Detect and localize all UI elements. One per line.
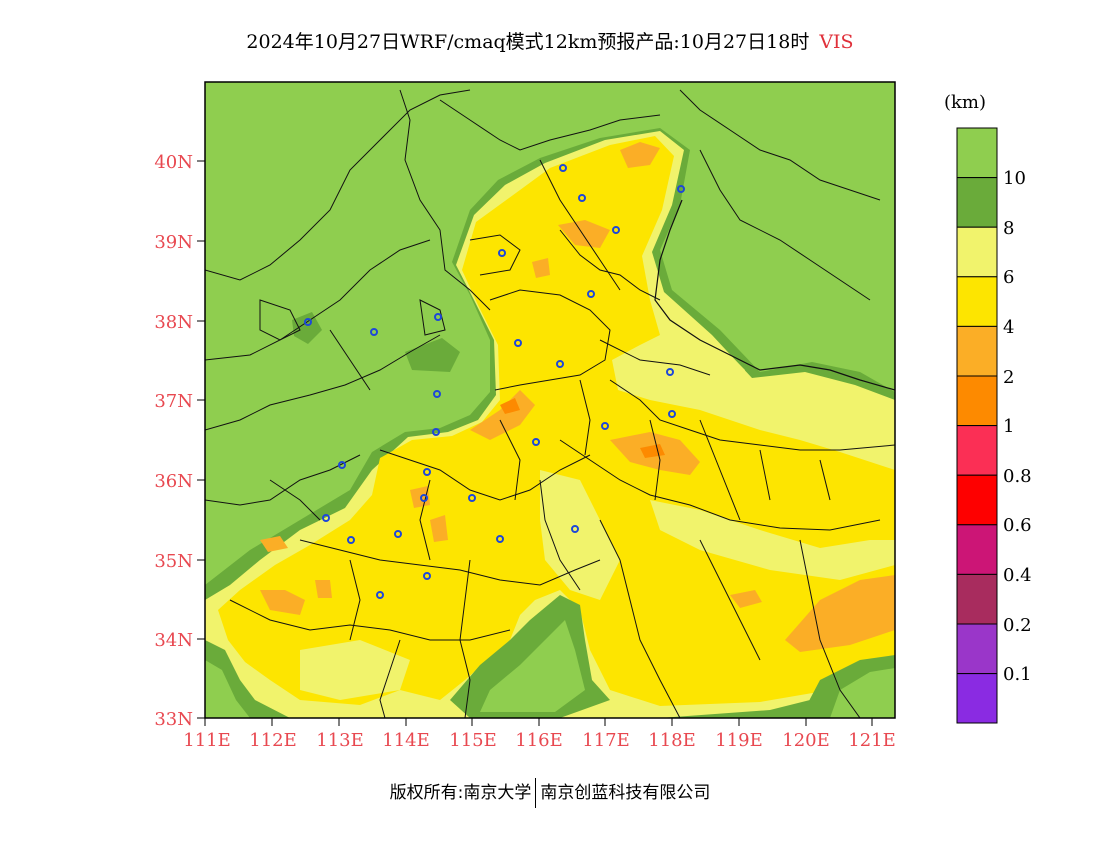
field-2-4-c [532, 258, 550, 278]
coastline [654, 199, 895, 391]
field-2-4-l [260, 536, 288, 552]
field-6-8-hole-c [680, 345, 745, 400]
colorbar-labels: 10 8 6 4 2 1 0.8 0.6 0.4 0.2 0.1 [1003, 168, 1032, 685]
stations [304, 164, 685, 599]
colorbar-swatch [956, 375, 998, 427]
colorbar-swatch [956, 673, 998, 724]
colorbar-swatch [956, 573, 998, 625]
lon-ticks [204, 718, 873, 726]
colorbar-label: 0.6 [1003, 515, 1032, 536]
colorbar-swatch [956, 474, 998, 526]
colorbar-swatch [956, 425, 998, 476]
lon-label: 117E [582, 730, 630, 751]
colorbar-swatch [956, 127, 998, 179]
lon-label: 114E [382, 730, 430, 751]
footer: 版权所有:南京大学 南京创蓝科技有限公司 [0, 778, 1100, 808]
field-gt10-south [480, 620, 585, 712]
field-2-4-k [730, 590, 762, 608]
colorbar-swatch [956, 524, 998, 575]
field-gt10-southeast [830, 668, 895, 718]
field-2-4-i [315, 580, 332, 598]
field-6-8-hole-d [770, 385, 830, 430]
field-2-4-j [785, 575, 895, 652]
lat-label: 37N [154, 391, 193, 412]
lon-label: 118E [648, 730, 696, 751]
copyright-text: 版权所有:南京大学 [389, 783, 532, 803]
colorbar-label: 4 [1003, 317, 1014, 338]
colorbar-label: 6 [1003, 267, 1014, 288]
lat-label: 40N [154, 152, 193, 173]
lat-label: 39N [154, 232, 193, 253]
field-6-8-hole-e [300, 640, 410, 700]
lon-label: 112E [249, 730, 297, 751]
field-2-4-a [620, 142, 660, 168]
colorbar-swatch [956, 226, 998, 278]
colorbar-label: 1 [1003, 416, 1014, 437]
colorbar-label: 2 [1003, 367, 1014, 388]
field-gt10-southwest [205, 660, 250, 718]
lat-label: 38N [154, 312, 193, 333]
lon-label: 120E [782, 730, 830, 751]
map-title: 2024年10月27日WRF/cmaq模式12km预报产品:10月27日18时 V… [0, 27, 1100, 54]
field-2-4-d [470, 390, 535, 440]
lat-labels: 40N 39N 38N 37N 36N 35N 34N 33N [154, 152, 193, 730]
colorbar-label: 0.4 [1003, 565, 1032, 586]
field-2-4-f [410, 486, 430, 508]
lat-label: 34N [154, 630, 193, 651]
title-main: 2024年10月27日WRF/cmaq模式12km预报产品:10月27日18时 [246, 31, 810, 53]
company-text: 南京创蓝科技有限公司 [540, 783, 711, 803]
colorbar-swatch [956, 325, 998, 377]
lon-label: 121E [848, 730, 896, 751]
field-6-8-hole-b [650, 500, 895, 580]
field-4-6 [218, 136, 895, 706]
field-2-4-h [260, 590, 305, 615]
lon-labels: 111E 112E 113E 114E 115E 116E 117E 118E … [183, 730, 896, 751]
field-8-10-west-b [405, 338, 460, 372]
colorbar-label: 0.1 [1003, 664, 1032, 685]
colorbar-label: 10 [1003, 168, 1026, 189]
field-6-8-hole-a [540, 470, 620, 600]
lat-label: 33N [154, 709, 193, 730]
lat-ticks [197, 160, 205, 719]
lat-label: 35N [154, 551, 193, 572]
colorbar [956, 127, 998, 724]
field-1-2-a [500, 398, 520, 414]
colorbar-label: 8 [1003, 218, 1014, 239]
colorbar-swatch [956, 177, 998, 228]
colorbar-swatch [956, 276, 998, 327]
admin-boundaries [205, 89, 895, 718]
lon-label: 111E [183, 730, 231, 751]
lon-label: 116E [515, 730, 563, 751]
lat-label: 36N [154, 471, 193, 492]
colorbar-label: 0.2 [1003, 615, 1032, 636]
lon-label: 113E [316, 730, 364, 751]
colorbar-unit: (km) [944, 92, 986, 113]
field-2-4-g [430, 515, 448, 542]
field-8-10-west-a [292, 312, 322, 344]
lon-label: 115E [449, 730, 497, 751]
field-2-4-b [558, 220, 610, 248]
map-field [205, 82, 895, 718]
lon-label: 119E [715, 730, 763, 751]
title-variable: VIS [819, 31, 854, 53]
footer-divider [535, 778, 537, 808]
colorbar-swatch [956, 623, 998, 675]
colorbar-label: 0.8 [1003, 466, 1032, 487]
